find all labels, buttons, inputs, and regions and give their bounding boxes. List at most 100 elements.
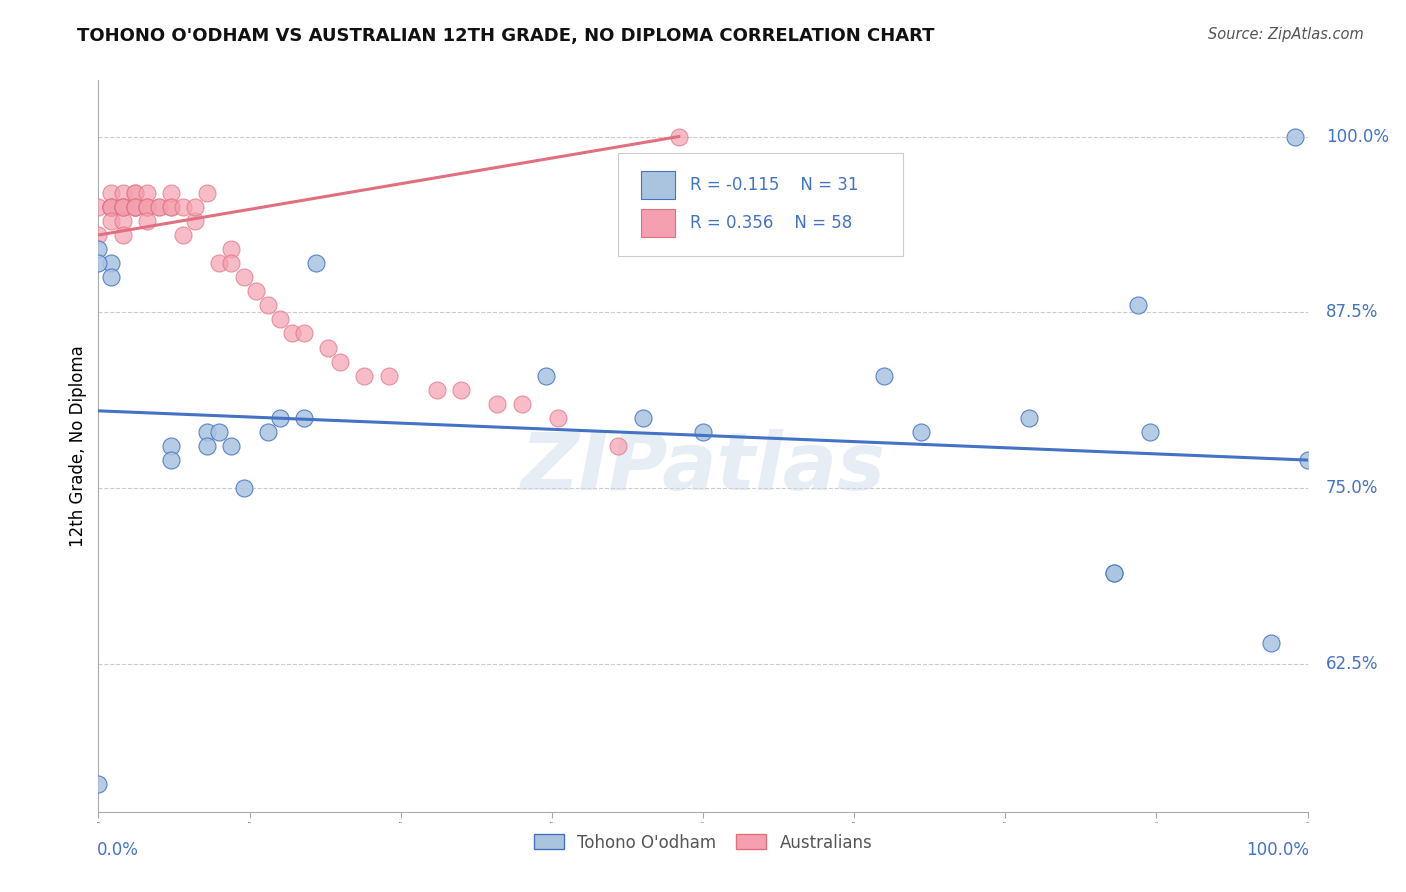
Point (184, 214, 207, 228)
Point (160, 439, 183, 453)
Point (100, 270, 122, 285)
Point (124, 200, 146, 214)
Text: R = 0.356    N = 58: R = 0.356 N = 58 (690, 214, 852, 232)
Point (1102, 566, 1125, 580)
Text: 0.0%: 0.0% (97, 841, 139, 859)
Point (135, 200, 157, 214)
Point (668, 129, 690, 144)
Point (195, 186, 218, 200)
Point (148, 200, 170, 214)
Point (256, 298, 278, 312)
Point (195, 425, 218, 439)
Point (172, 200, 194, 214)
Point (100, 200, 122, 214)
Point (111, 186, 134, 200)
Point (232, 270, 254, 285)
Point (111, 200, 134, 214)
Point (292, 326, 315, 341)
Point (184, 200, 207, 214)
Point (124, 200, 146, 214)
Point (486, 397, 509, 411)
Point (316, 341, 339, 355)
Point (148, 200, 170, 214)
Text: 100.0%: 100.0% (1246, 841, 1309, 859)
Point (292, 410, 315, 425)
Point (1284, 129, 1306, 144)
Point (100, 214, 122, 228)
Point (160, 200, 183, 214)
Text: ZIPatlas: ZIPatlas (520, 429, 886, 507)
Point (1102, 566, 1125, 580)
Point (426, 383, 449, 397)
Y-axis label: 12th Grade, No Diploma: 12th Grade, No Diploma (69, 345, 87, 547)
Point (305, 256, 328, 270)
Point (172, 227, 194, 242)
Point (111, 200, 134, 214)
Point (124, 200, 146, 214)
Point (353, 368, 375, 383)
Point (111, 214, 134, 228)
Point (547, 410, 569, 425)
FancyBboxPatch shape (641, 209, 675, 236)
Point (377, 368, 399, 383)
Point (245, 285, 267, 299)
Point (100, 200, 122, 214)
Point (910, 425, 932, 439)
Text: 87.5%: 87.5% (1326, 303, 1378, 321)
Point (1128, 298, 1150, 312)
Point (208, 425, 231, 439)
Point (160, 453, 183, 467)
Point (1260, 636, 1282, 650)
Point (87, 776, 110, 790)
Point (269, 312, 291, 326)
Point (100, 200, 122, 214)
FancyBboxPatch shape (619, 153, 903, 256)
Point (1296, 453, 1319, 467)
Point (111, 200, 134, 214)
Point (87, 242, 110, 256)
Legend: Tohono O'odham, Australians: Tohono O'odham, Australians (527, 827, 879, 858)
Point (100, 200, 122, 214)
Text: Source: ZipAtlas.com: Source: ZipAtlas.com (1208, 27, 1364, 42)
Point (87, 256, 110, 270)
Point (221, 439, 243, 453)
Point (87, 200, 110, 214)
Text: R = -0.115    N = 31: R = -0.115 N = 31 (690, 176, 858, 194)
Point (873, 368, 896, 383)
Text: 100.0%: 100.0% (1326, 128, 1389, 145)
Point (534, 368, 557, 383)
Point (281, 326, 304, 341)
Point (450, 383, 472, 397)
Point (124, 186, 146, 200)
Point (221, 242, 243, 256)
Point (256, 425, 278, 439)
Point (100, 200, 122, 214)
Point (208, 256, 231, 270)
Point (160, 186, 183, 200)
Point (1018, 410, 1040, 425)
Point (100, 186, 122, 200)
Point (160, 200, 183, 214)
Point (607, 439, 630, 453)
Point (269, 410, 291, 425)
Point (111, 200, 134, 214)
Point (135, 186, 157, 200)
Point (135, 200, 157, 214)
Point (135, 214, 157, 228)
Point (329, 354, 352, 368)
Point (135, 200, 157, 214)
Point (100, 256, 122, 270)
Text: TOHONO O'ODHAM VS AUSTRALIAN 12TH GRADE, NO DIPLOMA CORRELATION CHART: TOHONO O'ODHAM VS AUSTRALIAN 12TH GRADE,… (77, 27, 935, 45)
Point (510, 397, 533, 411)
Point (221, 256, 243, 270)
Point (111, 200, 134, 214)
Point (111, 227, 134, 242)
Point (124, 186, 146, 200)
Text: 75.0%: 75.0% (1326, 479, 1378, 497)
Point (1139, 425, 1161, 439)
Text: 62.5%: 62.5% (1326, 655, 1378, 673)
Point (124, 200, 146, 214)
FancyBboxPatch shape (641, 171, 675, 199)
Point (692, 425, 714, 439)
Point (195, 439, 218, 453)
